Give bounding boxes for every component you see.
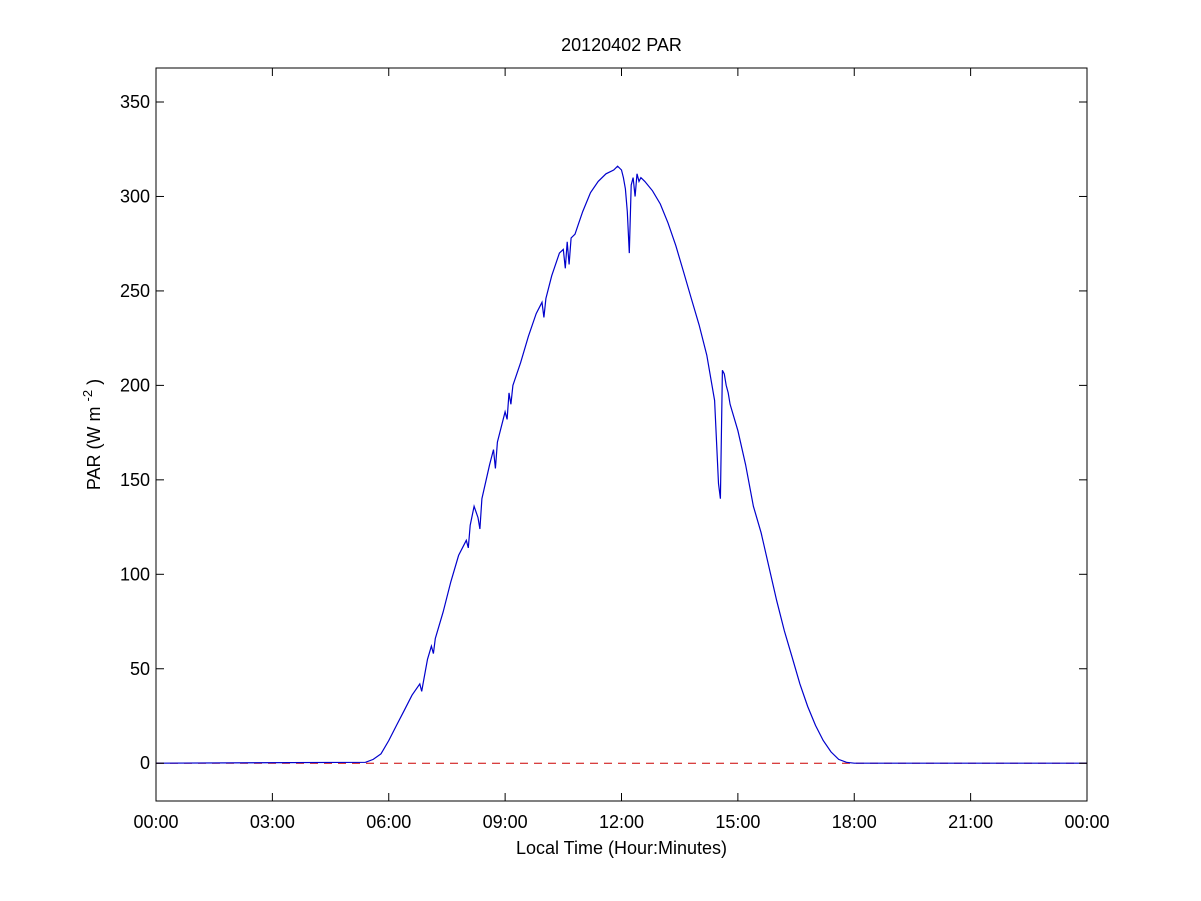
y-tick-label: 250 <box>120 281 150 301</box>
y-tick-label: 350 <box>120 92 150 112</box>
x-tick-label: 09:00 <box>483 812 528 832</box>
y-axis-title-tail: ) <box>84 379 104 385</box>
y-axis-title: PAR (W m -2 ) <box>76 379 104 490</box>
y-tick-label: 150 <box>120 470 150 490</box>
x-tick-label: 00:00 <box>133 812 178 832</box>
chart-title: 20120402 PAR <box>561 35 682 55</box>
x-tick-label: 06:00 <box>366 812 411 832</box>
ticks-layer: 00:00 03:00 06:00 09:00 12:00 15:00 18:00 21:00… <box>120 68 1110 832</box>
y-axis-title-superscript: -2 <box>80 390 95 402</box>
y-tick-label: 200 <box>120 375 150 395</box>
x-axis-title: Local Time (Hour:Minutes) <box>516 838 727 858</box>
y-tick-label: 100 <box>120 564 150 584</box>
x-tick-label: 03:00 <box>250 812 295 832</box>
y-tick-label: 300 <box>120 186 150 206</box>
plot-layer <box>155 165 1087 764</box>
y-axis-title-main: PAR (W m <box>84 406 104 490</box>
x-tick-label: 00:00 <box>1064 812 1109 832</box>
par-series-line <box>155 165 1087 764</box>
x-tick-label: 15:00 <box>715 812 760 832</box>
x-tick-label: 12:00 <box>599 812 644 832</box>
x-tick-label: 18:00 <box>832 812 877 832</box>
x-tick-label: 21:00 <box>948 812 993 832</box>
y-tick-label: 50 <box>130 659 150 679</box>
y-tick-label: 0 <box>140 753 150 773</box>
